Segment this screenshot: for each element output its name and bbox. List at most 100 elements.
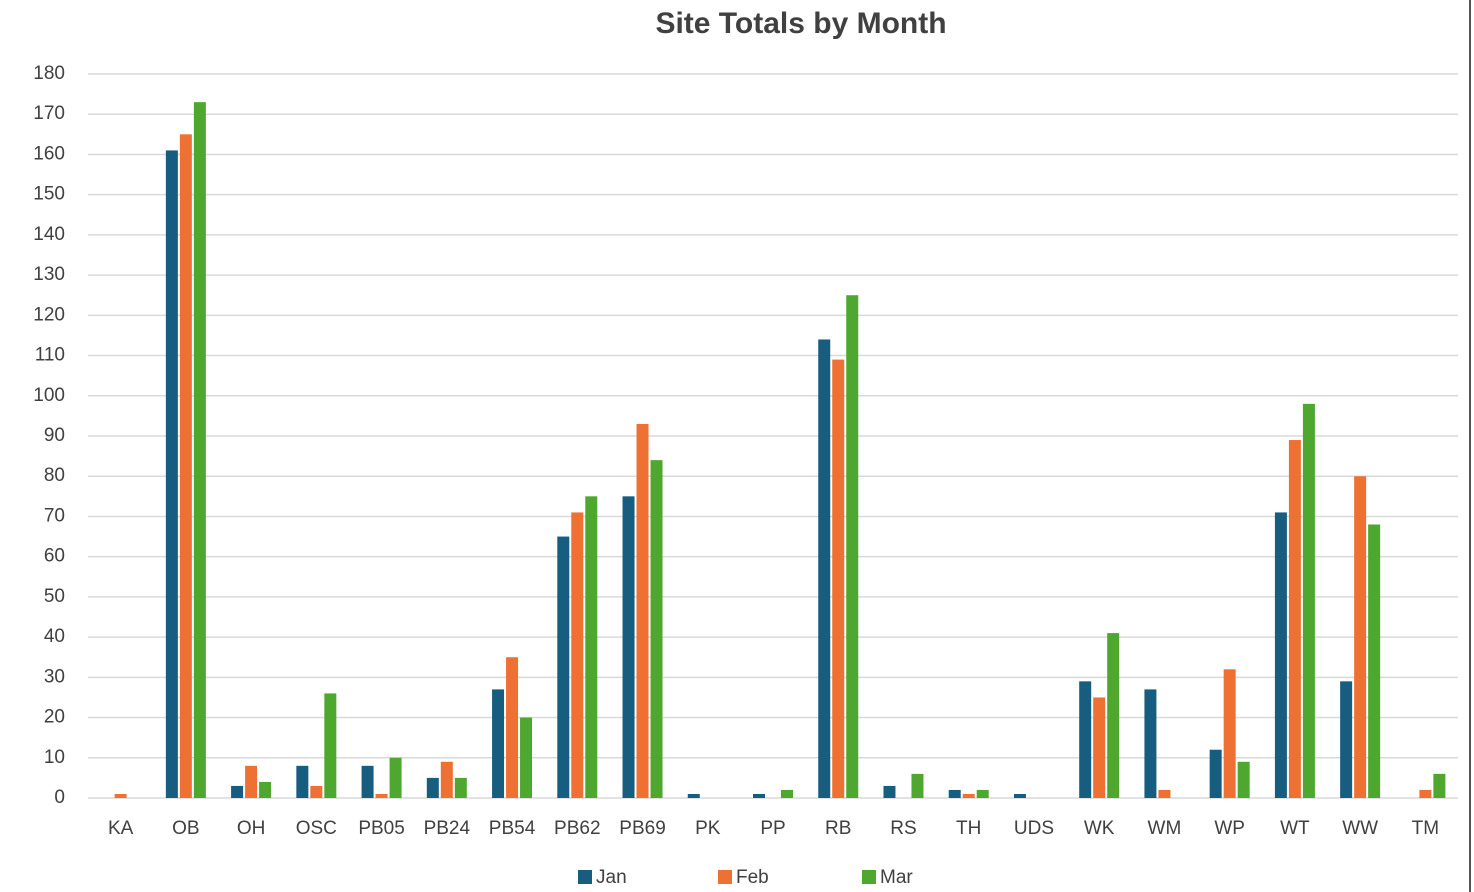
legend-label: Jan xyxy=(596,867,627,888)
bar xyxy=(1419,789,1432,798)
bar xyxy=(650,460,663,798)
bar xyxy=(948,789,961,798)
bar xyxy=(231,785,244,798)
y-tick-label: 50 xyxy=(44,586,65,607)
x-tick-label: PP xyxy=(760,818,785,839)
bar xyxy=(454,777,467,798)
bar xyxy=(506,657,519,798)
y-tick-label: 180 xyxy=(33,63,65,84)
bar xyxy=(1302,403,1315,798)
x-tick-label: PK xyxy=(695,818,721,839)
x-tick-label: PB24 xyxy=(424,818,471,839)
legend-swatch xyxy=(578,870,592,884)
x-tick-label: PB05 xyxy=(358,818,404,839)
bar xyxy=(114,793,127,798)
y-tick-label: 90 xyxy=(44,425,65,446)
y-tick-label: 30 xyxy=(44,666,65,687)
bar xyxy=(883,785,896,798)
y-tick-label: 170 xyxy=(33,103,65,124)
x-tick-label: PB54 xyxy=(489,818,536,839)
bar xyxy=(179,134,192,799)
bar xyxy=(492,689,505,798)
x-tick-label: UDS xyxy=(1014,818,1054,839)
bar xyxy=(818,339,831,798)
y-tick-label: 140 xyxy=(33,224,65,245)
x-tick-label: WT xyxy=(1280,818,1310,839)
y-tick-label: 60 xyxy=(44,546,65,567)
y-tick-label: 20 xyxy=(44,707,65,728)
bar xyxy=(520,717,533,798)
y-tick-label: 10 xyxy=(44,747,65,768)
bar xyxy=(1354,476,1367,798)
chart-title: Site Totals by Month xyxy=(655,7,946,40)
x-tick-label: WP xyxy=(1214,818,1245,839)
bar xyxy=(1433,773,1446,798)
bar xyxy=(165,150,178,798)
y-tick-label: 160 xyxy=(33,143,65,164)
bar xyxy=(1013,793,1026,798)
bar xyxy=(911,773,924,798)
bar xyxy=(585,496,598,798)
bar xyxy=(310,785,323,798)
legend-swatch xyxy=(718,870,732,884)
y-tick-label: 110 xyxy=(35,345,65,366)
bar xyxy=(361,765,374,798)
y-tick-label: 80 xyxy=(44,465,65,486)
x-tick-label: TM xyxy=(1412,818,1439,839)
bar xyxy=(687,793,700,798)
bar xyxy=(622,496,635,798)
y-tick-label: 70 xyxy=(44,505,65,526)
legend-label: Feb xyxy=(736,867,769,888)
bar xyxy=(846,295,859,798)
bar xyxy=(571,512,584,798)
x-tick-label: TH xyxy=(956,818,981,839)
bar xyxy=(193,102,206,798)
bar xyxy=(1209,749,1222,798)
bar xyxy=(976,789,989,798)
bar xyxy=(375,793,388,798)
bar xyxy=(753,793,765,798)
bar xyxy=(636,423,649,798)
bar xyxy=(1107,633,1120,798)
legend-label: Mar xyxy=(880,867,913,888)
bar xyxy=(1368,524,1381,798)
bar xyxy=(1223,669,1236,798)
y-tick-label: 120 xyxy=(33,304,65,325)
y-tick-label: 40 xyxy=(44,626,65,647)
x-tick-label: KA xyxy=(108,818,134,839)
bar xyxy=(259,781,272,798)
bar xyxy=(1158,789,1171,798)
y-tick-label: 130 xyxy=(33,264,65,285)
x-tick-label: PB69 xyxy=(619,818,665,839)
bar xyxy=(1144,689,1157,798)
x-tick-label: PB62 xyxy=(554,818,600,839)
y-tick-label: 100 xyxy=(33,385,65,406)
x-tick-label: OB xyxy=(172,818,199,839)
x-tick-label: WM xyxy=(1148,818,1182,839)
x-tick-label: RS xyxy=(890,818,916,839)
bar xyxy=(389,757,402,798)
bar xyxy=(296,765,309,798)
bar xyxy=(440,761,453,798)
y-tick-label: 150 xyxy=(33,184,65,205)
x-tick-label: WW xyxy=(1342,818,1378,839)
bar xyxy=(1340,681,1353,798)
bar xyxy=(1237,761,1250,798)
bar xyxy=(324,693,337,798)
bar xyxy=(962,793,975,798)
x-tick-label: OH xyxy=(237,818,266,839)
bar xyxy=(1079,681,1092,798)
bar xyxy=(426,777,439,798)
bar xyxy=(781,789,793,798)
bar xyxy=(557,536,570,798)
legend-swatch xyxy=(862,870,876,884)
x-tick-label: OSC xyxy=(296,818,337,839)
x-tick-label: RB xyxy=(825,818,851,839)
bar xyxy=(832,359,845,798)
bar xyxy=(1093,697,1106,798)
y-tick-label: 0 xyxy=(54,787,65,808)
bar xyxy=(1288,440,1301,798)
bar xyxy=(1274,512,1287,798)
x-tick-label: WK xyxy=(1084,818,1115,839)
